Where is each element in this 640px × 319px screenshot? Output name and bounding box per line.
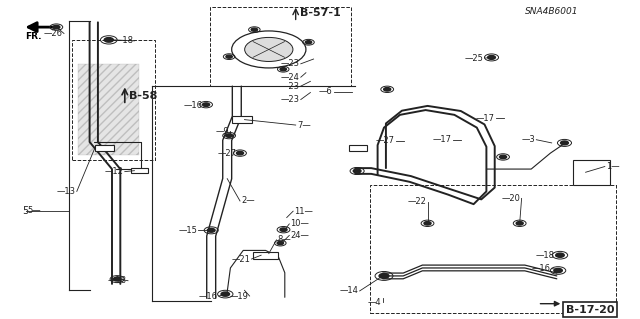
Text: 24—: 24— [291, 231, 309, 240]
Text: B-57-1: B-57-1 [300, 8, 340, 19]
Text: —21: —21 [232, 255, 250, 263]
Circle shape [556, 253, 564, 257]
Circle shape [226, 55, 232, 58]
Text: —23: —23 [280, 95, 300, 104]
Text: B-17-20: B-17-20 [566, 305, 614, 315]
Text: 1—: 1— [606, 162, 620, 171]
Circle shape [277, 241, 284, 245]
Bar [349, 145, 367, 151]
Circle shape [424, 221, 431, 225]
Circle shape [232, 31, 306, 68]
Text: —13: —13 [56, 187, 76, 196]
Text: —17: —17 [476, 114, 495, 122]
Bar [253, 252, 278, 259]
Circle shape [52, 26, 60, 29]
Text: —16: —16 [198, 292, 218, 300]
Text: —18: —18 [114, 36, 133, 45]
Text: —18: —18 [108, 276, 127, 285]
Text: —9: —9 [216, 127, 229, 136]
Circle shape [113, 277, 121, 281]
Text: 2—: 2— [241, 197, 255, 205]
Bar [72, 40, 155, 160]
Text: —16: —16 [183, 101, 202, 110]
Bar [95, 145, 114, 151]
Text: 7—: 7— [297, 121, 310, 130]
Text: —19: —19 [230, 292, 248, 300]
Text: —3: —3 [522, 135, 535, 144]
Bar [78, 64, 139, 155]
Circle shape [202, 103, 210, 107]
Text: 5—: 5— [27, 206, 40, 215]
Text: —14: —14 [340, 286, 358, 295]
Text: —18: —18 [535, 251, 554, 260]
Circle shape [221, 292, 230, 296]
Text: —27: —27 [375, 137, 394, 145]
Bar [131, 168, 148, 173]
Circle shape [379, 273, 389, 278]
Circle shape [516, 221, 524, 225]
Text: —23: —23 [280, 59, 300, 68]
Text: —16: —16 [531, 264, 550, 273]
Circle shape [384, 88, 390, 91]
Circle shape [353, 169, 361, 173]
Circle shape [280, 68, 287, 71]
Text: 11—: 11— [294, 207, 313, 216]
Text: FR.: FR. [26, 32, 42, 41]
Text: —4: —4 [368, 298, 381, 307]
Circle shape [305, 41, 312, 44]
Circle shape [226, 134, 233, 137]
Circle shape [244, 37, 293, 62]
Circle shape [554, 268, 563, 273]
Circle shape [251, 28, 257, 31]
Text: —26: —26 [44, 29, 63, 38]
Circle shape [207, 228, 215, 232]
Circle shape [280, 228, 287, 232]
Circle shape [488, 56, 495, 59]
Text: 10—: 10— [291, 219, 309, 228]
Circle shape [237, 152, 244, 155]
Bar [232, 116, 252, 123]
Circle shape [500, 155, 507, 159]
Text: —23: —23 [280, 82, 300, 91]
Circle shape [104, 38, 113, 42]
Text: SNA4B6001: SNA4B6001 [525, 7, 579, 16]
Text: —17: —17 [433, 135, 452, 144]
Text: —6: —6 [319, 87, 333, 96]
Text: —25: —25 [465, 54, 484, 63]
Text: —15: —15 [179, 226, 197, 235]
Text: —22: —22 [408, 197, 426, 206]
Bar [370, 185, 616, 313]
Text: 5: 5 [22, 205, 29, 216]
Text: —12: —12 [105, 167, 124, 176]
Text: —24: —24 [281, 73, 300, 82]
Circle shape [561, 141, 568, 145]
Text: —27: —27 [218, 149, 237, 158]
Bar [573, 160, 610, 185]
Text: B-58: B-58 [129, 91, 157, 101]
Text: —20: —20 [502, 194, 520, 203]
Bar [210, 7, 351, 86]
Text: 8—: 8— [278, 235, 291, 244]
